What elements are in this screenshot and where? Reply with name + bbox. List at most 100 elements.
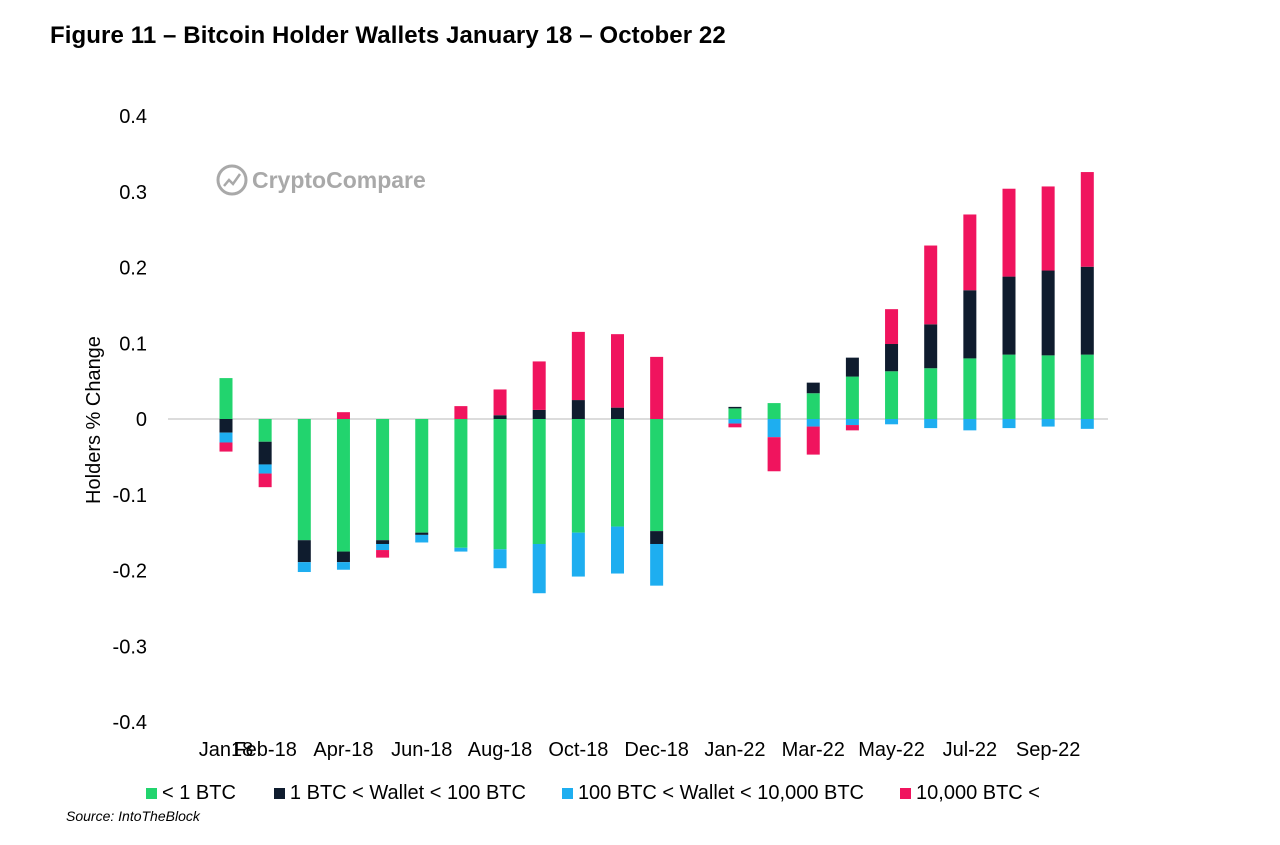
legend-item: < 1 BTC <box>146 782 236 805</box>
bar-segment <box>454 406 468 419</box>
bar-segment <box>845 357 859 377</box>
bar-segment <box>806 419 820 427</box>
y-tick-label: 0.3 <box>119 182 147 204</box>
bar-segment <box>493 415 507 419</box>
bar-segment <box>415 532 429 535</box>
source-note: Source: IntoTheBlock <box>66 808 200 824</box>
bar-segment <box>493 419 507 550</box>
bar-segment <box>258 464 272 474</box>
bar-segment <box>336 551 350 563</box>
y-axis-label: Holders % Change <box>83 336 105 504</box>
legend-label: 10,000 BTC < <box>916 782 1040 804</box>
bar-segment <box>806 426 820 455</box>
bar-segment <box>219 378 233 419</box>
bar-segment <box>845 376 859 419</box>
bar-segment <box>1002 419 1016 429</box>
y-tick-label: 0.1 <box>119 333 147 355</box>
bar-segment <box>845 425 859 431</box>
bar-segment <box>806 393 820 419</box>
legend: < 1 BTC 1 BTC < Wallet < 100 BTC 100 BTC… <box>146 782 1076 805</box>
bar-segment <box>376 543 390 551</box>
bar-segment <box>728 423 742 428</box>
figure-title: Figure 11 – Bitcoin Holder Wallets Janua… <box>50 22 726 49</box>
bar-segment <box>493 549 507 569</box>
x-tick-label: Aug-18 <box>468 739 533 761</box>
legend-swatch <box>273 788 285 799</box>
bar-segment <box>336 412 350 419</box>
legend-item: 100 BTC < Wallet < 10,000 BTC <box>561 782 865 805</box>
bar-segment <box>297 540 311 563</box>
bar-segment <box>650 543 664 586</box>
bar-segment <box>454 419 468 548</box>
bar-segment <box>1041 419 1055 427</box>
source-value: IntoTheBlock <box>118 808 200 824</box>
x-tick-label: Jan-22 <box>704 739 765 761</box>
bar-segment <box>571 331 585 401</box>
bar-segment <box>924 324 938 369</box>
bar-segment <box>1002 188 1016 277</box>
bar-segment <box>963 419 977 431</box>
legend-swatch <box>146 788 157 799</box>
x-tick-label: Feb-18 <box>233 739 296 761</box>
bar-segment <box>885 419 899 425</box>
bar-segment <box>571 419 585 533</box>
bar-segment <box>1080 419 1094 429</box>
bar-segment <box>1041 186 1055 271</box>
bar-segment <box>1041 270 1055 356</box>
y-tick-label: -0.4 <box>113 712 147 734</box>
watermark: CryptoCompare <box>216 164 426 196</box>
bar-segment <box>532 419 546 544</box>
bar-segment <box>767 437 781 472</box>
legend-item: 1 BTC < Wallet < 100 BTC <box>273 782 526 805</box>
legend-swatch <box>900 788 912 799</box>
y-tick-label: 0.4 <box>119 106 147 128</box>
x-tick-label: Jan18 <box>199 739 254 761</box>
bar-segment <box>885 344 899 372</box>
watermark-text: CryptoCompare <box>252 167 426 193</box>
bar-segment <box>1002 276 1016 355</box>
bar-segment <box>219 432 233 443</box>
bar-series <box>219 172 1094 594</box>
bar-segment <box>1002 354 1016 419</box>
y-tick-label: 0 <box>136 409 147 431</box>
bar-segment <box>376 419 390 541</box>
bar-segment <box>924 368 938 419</box>
x-tick-label: Apr-18 <box>313 739 373 761</box>
bar-segment <box>728 406 742 409</box>
bar-segment <box>532 409 546 419</box>
legend-item: 10,000 BTC < <box>900 782 1040 805</box>
x-tick-label: Mar-22 <box>782 739 845 761</box>
bar-segment <box>845 419 859 426</box>
bar-segment <box>728 419 742 424</box>
bar-segment <box>493 389 507 416</box>
x-tick-label: Jun-18 <box>391 739 452 761</box>
y-tick-label: -0.3 <box>113 636 147 658</box>
bar-segment <box>963 358 977 419</box>
x-tick-label: Sep-22 <box>1016 739 1081 761</box>
x-tick-label: Oct-18 <box>548 739 608 761</box>
bar-segment <box>1080 266 1094 355</box>
legend-label: 1 BTC < Wallet < 100 BTC <box>289 782 526 804</box>
bar-segment <box>611 334 624 408</box>
bar-segment <box>924 419 938 429</box>
x-tick-label: Dec-18 <box>624 739 688 761</box>
bar-segment <box>297 562 311 573</box>
bar-segment <box>376 550 390 558</box>
bar-segment <box>336 562 350 570</box>
bar-segment <box>963 214 977 291</box>
bar-segment <box>258 419 272 442</box>
y-tick-label: -0.2 <box>113 561 147 583</box>
bar-segment <box>806 382 820 394</box>
bar-segment <box>650 356 664 419</box>
x-tick-label: Jul-22 <box>943 739 997 761</box>
bar-segment <box>650 419 664 532</box>
bar-segment <box>454 547 468 552</box>
legend-label: 100 BTC < Wallet < 10,000 BTC <box>577 782 865 804</box>
bar-segment <box>885 309 899 345</box>
y-axis-ticks: 0.4 0.3 0.2 0.1 0 -0.1 -0.2 -0.3 -0.4 <box>113 106 147 734</box>
bar-segment <box>219 419 233 433</box>
legend-swatch <box>561 788 573 799</box>
bar-segment <box>1041 355 1055 419</box>
bar-segment <box>728 408 742 419</box>
